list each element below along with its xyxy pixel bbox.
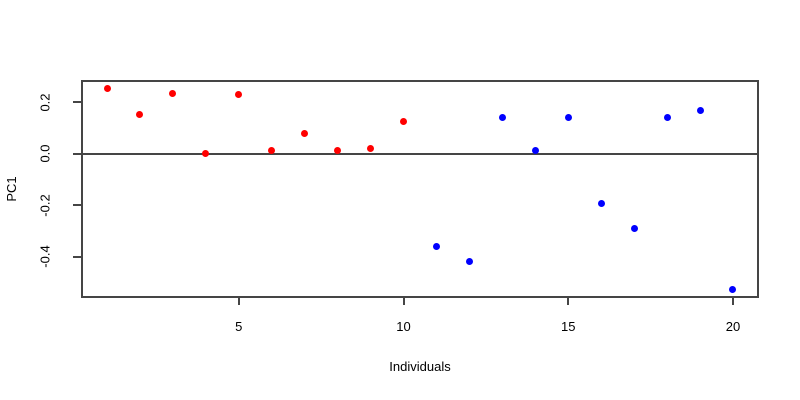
data-point-group-blue-11	[432, 242, 440, 250]
data-point-group-blue-14	[531, 147, 539, 155]
x-axis-tick-label: 15	[561, 319, 576, 334]
data-point-group-blue-20	[729, 285, 737, 293]
y-axis-tick-label: -0.2	[37, 194, 53, 217]
data-point-group-blue-17	[630, 225, 638, 233]
data-point-group-blue-13	[498, 113, 506, 121]
zero-reference-line	[82, 152, 758, 155]
data-point-group-blue-16	[597, 199, 605, 207]
x-axis-tick-label: 20	[725, 319, 741, 334]
x-axis-tick-label: 10	[396, 319, 411, 334]
data-point-group-red-8	[334, 147, 342, 155]
data-point-group-blue-19	[696, 107, 704, 115]
data-point-group-red-9	[367, 145, 375, 153]
x-axis-tick	[237, 297, 240, 305]
data-point-group-blue-15	[564, 113, 572, 121]
x-axis-tick-label: 5	[235, 319, 243, 334]
x-axis-tick	[567, 297, 570, 305]
data-point-group-red-7	[301, 130, 309, 138]
data-point-group-red-4	[202, 149, 210, 157]
y-axis-tick	[73, 255, 81, 258]
data-point-group-red-1	[103, 85, 111, 93]
y-axis-tick	[73, 101, 81, 104]
data-point-group-red-6	[268, 147, 276, 155]
data-point-group-red-5	[235, 90, 243, 98]
data-point-group-red-2	[136, 110, 144, 118]
data-point-group-red-3	[169, 89, 177, 97]
plot-area	[81, 80, 759, 298]
y-axis-tick-label: 0.0	[37, 144, 53, 163]
y-axis-tick	[73, 204, 81, 207]
data-point-group-blue-18	[663, 113, 671, 121]
x-axis-title: Individuals	[389, 359, 451, 374]
y-axis-tick-label: 0.2	[37, 93, 53, 112]
y-axis-title: PC1	[4, 176, 19, 202]
y-axis-tick-label: -0.4	[37, 245, 53, 269]
x-axis-tick	[402, 297, 405, 305]
data-point-group-blue-12	[465, 258, 473, 266]
y-axis-tick	[73, 152, 81, 155]
x-axis-tick	[731, 297, 734, 305]
data-point-group-red-10	[400, 117, 408, 125]
